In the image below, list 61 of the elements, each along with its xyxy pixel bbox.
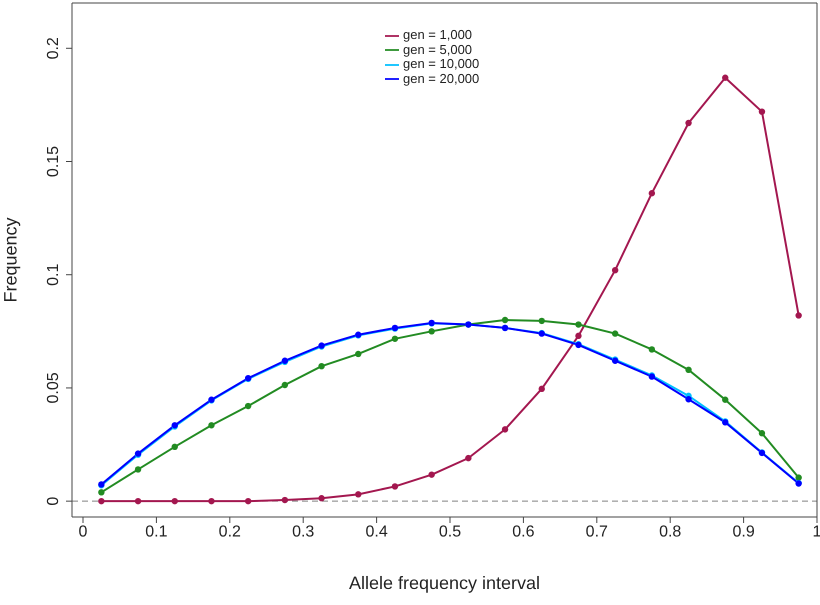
point — [355, 491, 362, 498]
point — [685, 120, 692, 126]
x-tick-label: 0.1 — [145, 523, 168, 540]
x-tick-label: 0.7 — [586, 523, 608, 540]
legend-label: gen = 1,000 — [403, 27, 472, 42]
point — [502, 316, 508, 324]
point — [172, 444, 178, 450]
x-tick-label: 0.8 — [659, 523, 682, 540]
point — [612, 330, 618, 337]
point — [722, 396, 728, 403]
point — [648, 190, 656, 196]
point — [685, 396, 692, 402]
point — [318, 362, 325, 370]
y-tick-label: 0.2 — [45, 37, 62, 60]
x-tick-label: 0.5 — [438, 523, 462, 540]
point — [392, 483, 398, 490]
point — [685, 366, 692, 374]
point — [428, 328, 435, 335]
y-tick-label: 0.15 — [45, 146, 62, 178]
point — [172, 498, 178, 504]
point — [575, 321, 582, 328]
point — [758, 430, 766, 436]
point — [208, 422, 215, 428]
point — [758, 108, 766, 115]
point — [428, 471, 435, 478]
y-tick-label: 0.05 — [45, 372, 62, 404]
legend-label: gen = 20,000 — [403, 70, 480, 86]
y-tick-label: 0.1 — [45, 264, 62, 286]
x-tick-label: 0 — [78, 523, 88, 540]
point — [134, 466, 142, 473]
point — [795, 312, 802, 319]
point — [98, 489, 105, 496]
point — [538, 318, 545, 324]
point — [722, 74, 728, 81]
point — [648, 346, 656, 353]
x-axis-title: Allele frequency interval — [348, 573, 540, 593]
x-tick-label: 0.2 — [218, 523, 242, 540]
point — [244, 402, 252, 410]
x-tick-label: 0.6 — [512, 523, 535, 540]
point — [502, 426, 508, 433]
x-tick-label: 0.3 — [292, 523, 314, 540]
point — [244, 498, 252, 504]
x-tick-label: 0.4 — [365, 523, 388, 540]
point — [355, 350, 362, 358]
point — [465, 454, 472, 462]
point — [318, 495, 325, 502]
y-axis-title: Frequency — [0, 217, 20, 303]
point — [282, 382, 288, 388]
point — [795, 474, 802, 481]
y-tick-label: 0 — [45, 496, 62, 506]
x-tick-label: 0.9 — [732, 523, 755, 540]
point — [538, 386, 545, 392]
point — [208, 498, 215, 504]
legend-label: gen = 10,000 — [403, 56, 480, 72]
point — [392, 336, 398, 342]
point — [575, 332, 582, 340]
point — [134, 498, 142, 504]
point — [612, 266, 618, 274]
point — [98, 498, 105, 504]
point — [282, 496, 288, 504]
legend-label: gen = 5,000 — [403, 42, 472, 57]
